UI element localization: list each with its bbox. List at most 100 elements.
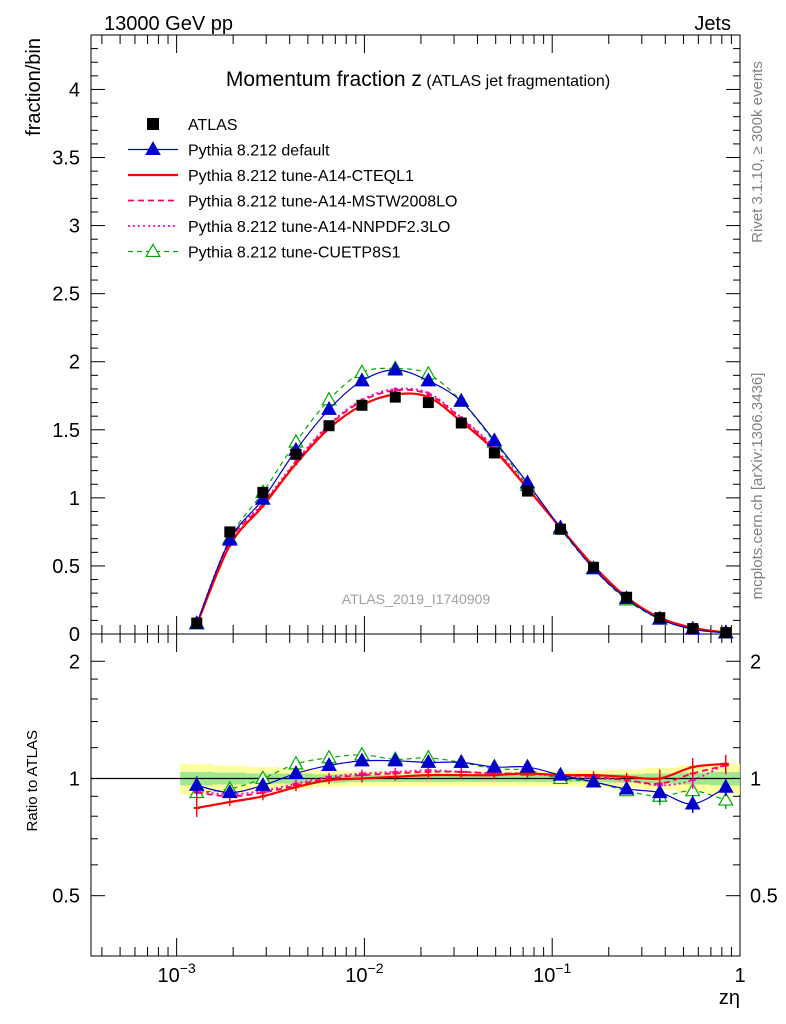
main-series-marker xyxy=(387,361,404,376)
plot-title-main: Momentum fraction z xyxy=(226,68,422,91)
mcplots-label: mcplots.cern.ch [arXiv:1306.3436] xyxy=(749,373,766,600)
main-series-marker xyxy=(255,490,271,505)
x-tick-label-base: 10 xyxy=(533,965,555,987)
ratio-series-line xyxy=(196,764,726,798)
main-y-tick-label: 3.5 xyxy=(52,148,80,170)
plot-title: Momentum fraction z (ATLAS jet fragmenta… xyxy=(226,68,610,91)
main-y-axis-label: fraction/bin xyxy=(23,38,45,136)
atlas-data-point xyxy=(588,561,600,573)
legend-label: Pythia 8.212 tune-A14-MSTW2008LO xyxy=(188,194,457,211)
ratio-series-marker xyxy=(618,780,635,795)
atlas-data-point xyxy=(687,623,699,635)
atlas-data-point xyxy=(389,391,401,403)
main-axes: 0 0.5 1 1.5 2 2.5 3 3.5 4 xyxy=(52,35,740,646)
ratio-series-marker xyxy=(453,753,470,768)
ratio-y-tick-label-right: 1 xyxy=(750,768,761,790)
ratio-series-marker xyxy=(188,777,205,791)
ratio-series-marker xyxy=(651,784,668,799)
legend-marker-atlas xyxy=(147,118,159,130)
x-tick-label-exp: −1 xyxy=(555,960,571,976)
main-y-tick-label: 0.5 xyxy=(52,556,80,578)
main-series xyxy=(188,360,734,639)
ratio-y-tick-label-right: 2 xyxy=(750,651,761,673)
main-y-tick-label: 0 xyxy=(69,624,80,646)
atlas-data-point xyxy=(554,523,566,535)
x-tick-label: 10−1 xyxy=(533,960,571,987)
header-right: Jets xyxy=(694,13,731,35)
ratio-series-marker xyxy=(221,784,238,799)
ratio-series-marker xyxy=(717,791,734,806)
ratio-series-marker xyxy=(255,777,271,791)
legend: ATLAS Pythia 8.212 default Pythia 8.212 tu… xyxy=(128,117,457,262)
main-y-tick-label: 1.5 xyxy=(52,420,80,442)
ratio-series-marker xyxy=(321,757,337,772)
main-y-tick-label: 2 xyxy=(69,352,80,374)
atlas-data-point xyxy=(290,448,302,460)
ratio-y-axis-label: Ratio to ATLAS xyxy=(24,730,41,831)
ratio-y-tick-label: 1 xyxy=(69,768,80,790)
atlas-data-point xyxy=(257,486,269,498)
x-tick-label: 10−3 xyxy=(158,960,196,987)
main-series-marker xyxy=(354,372,370,387)
x-tick-label: 1 xyxy=(734,965,745,987)
analysis-watermark: ATLAS_2019_I1740909 xyxy=(342,591,491,607)
ratio-series-marker xyxy=(486,758,503,773)
ratio-axes: 10−3 10−2 10−1 10.5 0.51 12 2 xyxy=(52,634,778,987)
ratio-y-tick-label-right: 0.5 xyxy=(750,886,778,908)
main-series-line xyxy=(195,387,726,634)
ratio-series xyxy=(188,746,734,817)
atlas-data-point xyxy=(621,591,633,603)
main-series-marker xyxy=(321,401,337,415)
atlas-data-point xyxy=(488,447,500,459)
main-series-marker xyxy=(453,392,470,407)
main-series-point xyxy=(261,504,265,508)
atlas-data-point xyxy=(323,420,335,432)
main-series-point xyxy=(393,388,397,392)
legend-marker xyxy=(145,243,161,258)
main-y-tick-label: 1 xyxy=(69,488,80,510)
main-y-tick-label: 3 xyxy=(69,216,80,238)
legend-marker xyxy=(145,141,161,156)
x-tick-label-base: 10 xyxy=(158,965,180,987)
plot-title-sub: (ATLAS jet fragmentation) xyxy=(426,73,610,90)
header-left: 13000 GeV pp xyxy=(104,13,233,35)
ratio-series-marker xyxy=(387,752,404,767)
legend-label: ATLAS xyxy=(188,117,238,134)
main-y-tick-label: 2.5 xyxy=(52,284,80,306)
atlas-data-point xyxy=(720,627,732,639)
ratio-series-marker xyxy=(552,766,569,781)
atlas-data-point xyxy=(422,397,434,409)
x-tick-label-exp: −2 xyxy=(368,960,384,976)
x-axis-label: zη xyxy=(719,987,740,1009)
atlas-data-point xyxy=(191,617,203,629)
main-series-marker xyxy=(486,432,503,447)
main-series-point xyxy=(294,462,298,466)
ratio-y-tick-label: 0.5 xyxy=(52,886,80,908)
ratio-panel-frame xyxy=(90,633,741,957)
ratio-series-marker xyxy=(519,758,536,773)
legend-label: Pythia 8.212 default xyxy=(188,143,330,160)
atlas-data-point xyxy=(654,612,666,624)
legend-label: Pythia 8.212 tune-CUETP8S1 xyxy=(188,245,401,262)
main-y-tick-label: 4 xyxy=(69,79,80,101)
atlas-data-point xyxy=(224,526,236,538)
main-series-marker xyxy=(221,531,238,546)
atlas-data-point xyxy=(521,485,533,497)
x-tick-label-exp: −3 xyxy=(180,960,196,976)
ratio-series-marker xyxy=(288,765,304,780)
x-tick-label-base: 1 xyxy=(734,965,745,987)
x-tick-label-base: 10 xyxy=(345,965,367,987)
ratio-series-marker xyxy=(717,778,734,793)
main-series-point xyxy=(426,392,430,396)
ratio-series-marker xyxy=(420,753,437,768)
ratio-y-tick-label: 2 xyxy=(69,651,80,673)
legend-label: Pythia 8.212 tune-A14-CTEQL1 xyxy=(188,168,414,185)
x-tick-label: 10−2 xyxy=(345,960,383,987)
rivet-label: Rivet 3.1.10, ≥ 300k events xyxy=(749,61,766,243)
ratio-series-marker xyxy=(684,795,701,810)
main-series-marker xyxy=(420,372,437,387)
ratio-series-marker xyxy=(585,773,602,788)
ratio-series-marker xyxy=(354,752,370,767)
atlas-data-point xyxy=(455,417,467,429)
